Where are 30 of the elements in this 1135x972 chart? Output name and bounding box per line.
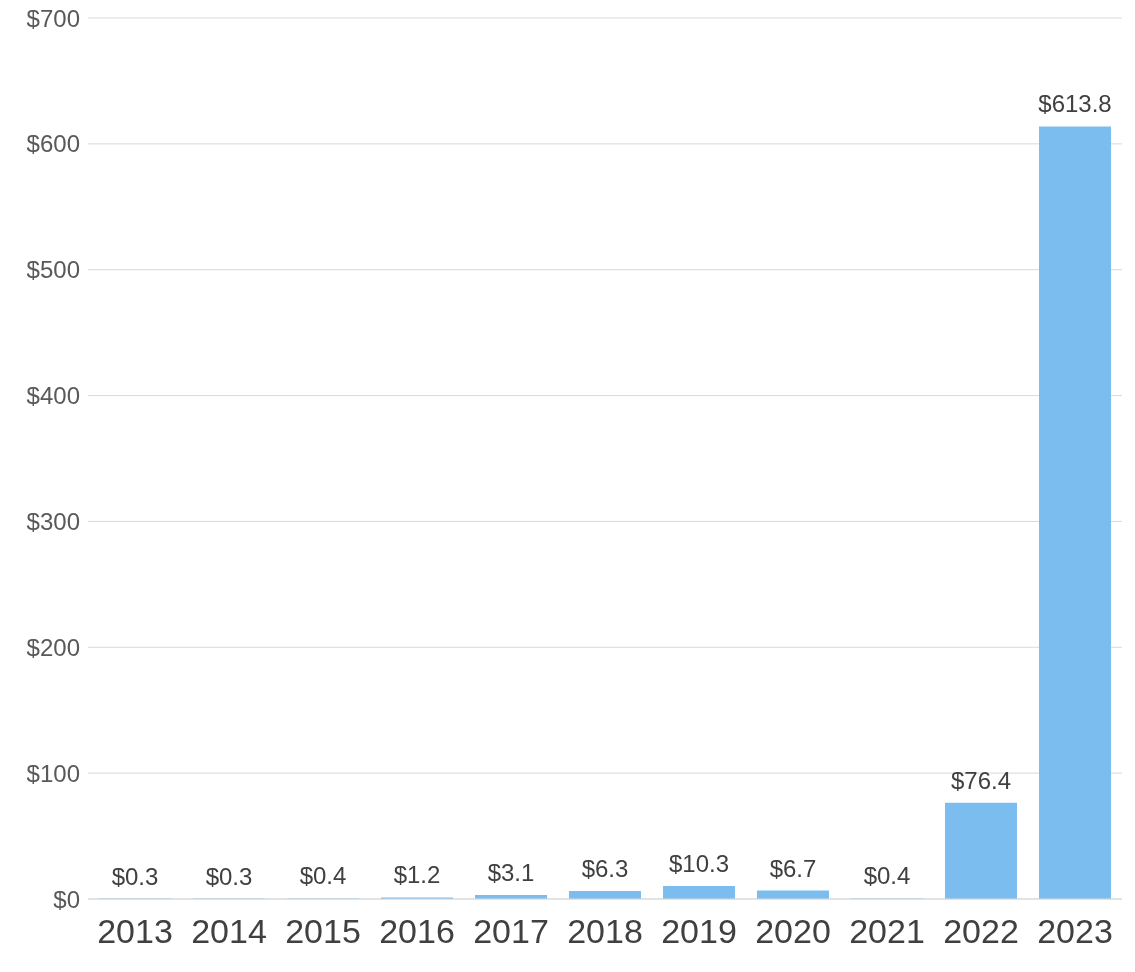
x-tick-label: 2022 <box>943 912 1019 951</box>
x-tick-label: 2013 <box>97 912 173 951</box>
data-label: $0.4 <box>299 862 347 890</box>
x-tick-label: 2017 <box>473 912 549 951</box>
data-label: $0.3 <box>205 862 253 890</box>
x-tick-label: 2019 <box>661 912 737 951</box>
data-label: $0.3 <box>111 862 159 890</box>
data-label: $6.3 <box>581 855 629 883</box>
data-label: $6.7 <box>769 854 817 882</box>
x-tick-label: 2018 <box>567 912 643 951</box>
x-tick-label: 2023 <box>1037 912 1113 951</box>
y-tick-label: $700 <box>26 4 80 32</box>
y-tick-label: $300 <box>26 507 80 535</box>
x-tick-label: 2021 <box>849 912 925 951</box>
x-tick-label: 2014 <box>191 912 267 951</box>
y-tick-label: $600 <box>26 130 80 158</box>
y-tick-label: $0 <box>53 885 80 913</box>
data-label: $613.8 <box>1038 90 1112 118</box>
x-tick-label: 2020 <box>755 912 831 951</box>
y-tick-label: $400 <box>26 382 80 410</box>
data-label: $0.4 <box>863 862 911 890</box>
data-label: $10.3 <box>668 850 730 878</box>
data-label: $3.1 <box>487 859 535 887</box>
y-tick-label: $500 <box>26 256 80 284</box>
data-label: $1.2 <box>393 861 441 889</box>
x-tick-label: 2016 <box>379 912 455 951</box>
data-label: $76.4 <box>950 766 1012 794</box>
x-tick-label: 2015 <box>285 912 361 951</box>
y-tick-label: $200 <box>26 633 80 661</box>
y-tick-label: $100 <box>26 759 80 787</box>
